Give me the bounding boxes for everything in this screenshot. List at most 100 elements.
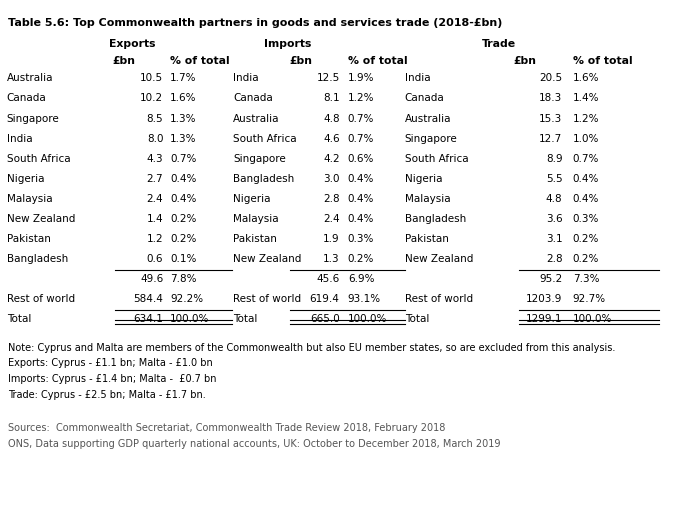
Text: 0.2%: 0.2% [573,234,599,244]
Text: Canada: Canada [405,93,445,104]
Text: 4.8: 4.8 [546,194,563,204]
Text: 619.4: 619.4 [309,294,340,304]
Text: 3.6: 3.6 [546,214,563,224]
Text: Trade: Trade [482,39,516,49]
Text: 0.2%: 0.2% [170,214,196,224]
Text: India: India [405,73,430,83]
Text: Canada: Canada [7,93,47,104]
Text: Total: Total [405,314,429,324]
Text: Bangladesh: Bangladesh [7,254,68,264]
Text: 0.4%: 0.4% [170,173,196,184]
Text: 1.6%: 1.6% [573,73,600,83]
Text: ONS, Data supporting GDP quarterly national accounts, UK: October to December 20: ONS, Data supporting GDP quarterly natio… [8,439,501,449]
Text: 92.2%: 92.2% [170,294,203,304]
Text: Rest of world: Rest of world [7,294,75,304]
Text: Pakistan: Pakistan [7,234,51,244]
Text: Nigeria: Nigeria [405,173,442,184]
Text: 2.4: 2.4 [323,214,340,224]
Text: 0.2%: 0.2% [573,254,599,264]
Text: 0.4%: 0.4% [348,173,374,184]
Text: 3.1: 3.1 [546,234,563,244]
Text: 0.7%: 0.7% [170,154,196,164]
Text: Total: Total [7,314,32,324]
Text: Rest of world: Rest of world [405,294,473,304]
Text: Singapore: Singapore [7,114,60,123]
Text: 8.9: 8.9 [546,154,563,164]
Text: 4.6: 4.6 [323,133,340,144]
Text: 4.2: 4.2 [323,154,340,164]
Text: 1.6%: 1.6% [170,93,197,104]
Text: £bn: £bn [289,56,312,66]
Text: 0.7%: 0.7% [573,154,599,164]
Text: 8.0: 8.0 [147,133,163,144]
Text: 0.4%: 0.4% [573,173,599,184]
Text: 0.2%: 0.2% [348,254,374,264]
Text: 1.3%: 1.3% [170,114,197,123]
Text: Rest of world: Rest of world [233,294,301,304]
Text: 49.6: 49.6 [140,274,163,284]
Text: 4.3: 4.3 [147,154,163,164]
Text: 0.3%: 0.3% [348,234,374,244]
Text: Australia: Australia [405,114,451,123]
Text: 2.8: 2.8 [546,254,563,264]
Text: 634.1: 634.1 [133,314,163,324]
Text: Australia: Australia [7,73,54,83]
Text: Exports: Cyprus - £1.1 bn; Malta - £1.0 bn: Exports: Cyprus - £1.1 bn; Malta - £1.0 … [8,358,213,368]
Text: 0.4%: 0.4% [348,194,374,204]
Text: 7.3%: 7.3% [573,274,600,284]
Text: Singapore: Singapore [233,154,286,164]
Text: Malaysia: Malaysia [7,194,53,204]
Text: India: India [7,133,32,144]
Text: Nigeria: Nigeria [233,194,271,204]
Text: 0.2%: 0.2% [170,234,196,244]
Text: 4.8: 4.8 [323,114,340,123]
Text: % of total: % of total [573,56,632,66]
Text: Bangladesh: Bangladesh [233,173,294,184]
Text: % of total: % of total [170,56,230,66]
Text: 92.7%: 92.7% [573,294,606,304]
Text: 100.0%: 100.0% [170,314,209,324]
Text: 10.5: 10.5 [140,73,163,83]
Text: 2.4: 2.4 [147,194,163,204]
Text: Table 5.6: Top Commonwealth partners in goods and services trade (2018-£bn): Table 5.6: Top Commonwealth partners in … [8,18,503,28]
Text: 8.1: 8.1 [323,93,340,104]
Text: 1.2%: 1.2% [348,93,375,104]
Text: 20.5: 20.5 [539,73,563,83]
Text: 0.7%: 0.7% [348,114,374,123]
Text: % of total: % of total [348,56,407,66]
Text: Trade: Cyprus - £2.5 bn; Malta - £1.7 bn.: Trade: Cyprus - £2.5 bn; Malta - £1.7 bn… [8,390,206,400]
Text: 1.3: 1.3 [323,254,340,264]
Text: 1203.9: 1203.9 [526,294,563,304]
Text: 93.1%: 93.1% [348,294,381,304]
Text: Malaysia: Malaysia [405,194,451,204]
Text: 5.5: 5.5 [546,173,563,184]
Text: £bn: £bn [113,56,136,66]
Text: 6.9%: 6.9% [348,274,375,284]
Text: 10.2: 10.2 [140,93,163,104]
Text: Pakistan: Pakistan [233,234,277,244]
Text: New Zealand: New Zealand [233,254,302,264]
Text: Pakistan: Pakistan [405,234,449,244]
Text: 0.6%: 0.6% [348,154,374,164]
Text: 95.2: 95.2 [539,274,563,284]
Text: 12.7: 12.7 [539,133,563,144]
Text: India: India [233,73,259,83]
Text: 1.4: 1.4 [147,214,163,224]
Text: Imports: Cyprus - £1.4 bn; Malta -  £0.7 bn: Imports: Cyprus - £1.4 bn; Malta - £0.7 … [8,374,217,384]
Text: 12.5: 12.5 [316,73,340,83]
Text: 2.7: 2.7 [147,173,163,184]
Text: 0.6: 0.6 [147,254,163,264]
Text: 45.6: 45.6 [316,274,340,284]
Text: 1.0%: 1.0% [573,133,599,144]
Text: Imports: Imports [264,39,312,49]
Text: Australia: Australia [233,114,280,123]
Text: 1.9: 1.9 [323,234,340,244]
Text: 2.8: 2.8 [323,194,340,204]
Text: 0.7%: 0.7% [348,133,374,144]
Text: Singapore: Singapore [405,133,458,144]
Text: Bangladesh: Bangladesh [405,214,466,224]
Text: 1.3%: 1.3% [170,133,197,144]
Text: 100.0%: 100.0% [573,314,612,324]
Text: 584.4: 584.4 [133,294,163,304]
Text: South Africa: South Africa [7,154,71,164]
